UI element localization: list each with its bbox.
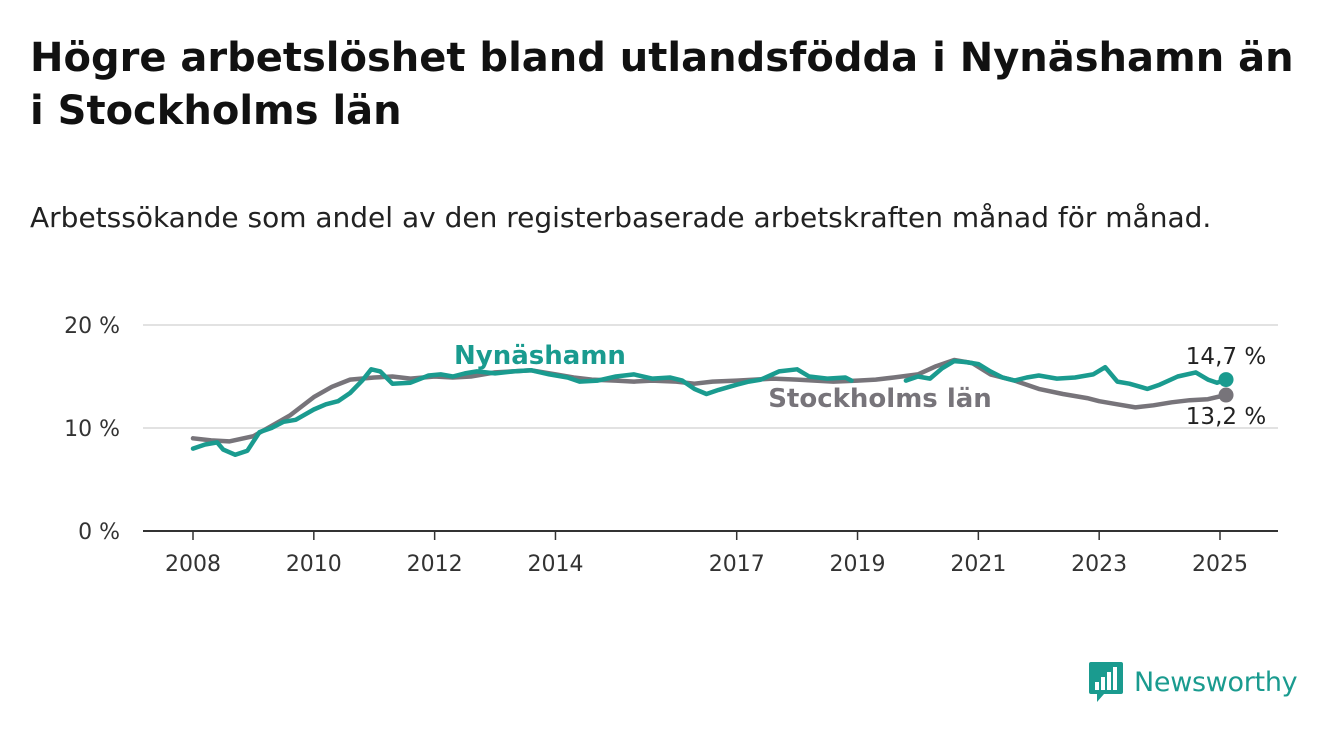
series-line-nynashamn — [903, 358, 1229, 392]
series-labels: Nynäshamn Stockholms län 14,7 % 13,2 % — [454, 341, 1266, 430]
end-point-stockholms-lan — [1218, 387, 1234, 403]
grid — [143, 324, 1278, 532]
x-tick-label: 2014 — [527, 552, 583, 577]
chart-title: Högre arbetslöshet bland utlandsfödda i … — [30, 35, 1294, 134]
series-line-nynashamn — [190, 367, 854, 458]
x-tick-label: 2025 — [1192, 552, 1248, 577]
end-label-nynashamn: 14,7 % — [1186, 344, 1266, 370]
x-tick-label: 2017 — [709, 552, 765, 577]
y-tick-label: 20 % — [64, 314, 120, 339]
y-tick-label: 10 % — [64, 417, 120, 442]
end-point-nynashamn — [1218, 372, 1234, 388]
series-label-nynashamn: Nynäshamn — [454, 341, 626, 371]
y-axis: 0 % 10 % 20 % — [64, 314, 120, 545]
series — [190, 357, 1234, 458]
brand-name: Newsworthy — [1134, 666, 1298, 698]
x-tick-label: 2012 — [407, 552, 463, 577]
x-tick-label: 2008 — [165, 552, 221, 577]
x-tick-label: 2019 — [830, 552, 886, 577]
newsworthy-logo-icon — [1089, 662, 1123, 702]
chart-subtitle: Arbetssökande som andel av den registerb… — [30, 201, 1212, 234]
end-label-stockholms-lan: 13,2 % — [1186, 404, 1266, 430]
x-tick-label: 2010 — [286, 552, 342, 577]
y-tick-label: 0 % — [78, 520, 120, 545]
brand: Newsworthy — [1088, 660, 1298, 704]
series-label-stockholms-lan: Stockholms län — [768, 384, 992, 414]
x-tick-label: 2021 — [950, 552, 1006, 577]
x-tick-label: 2023 — [1071, 552, 1127, 577]
series-line-stockholms-lan — [190, 357, 1229, 444]
x-axis: 2008 2010 2012 2014 2017 2019 2021 2023 2025 — [165, 531, 1248, 577]
